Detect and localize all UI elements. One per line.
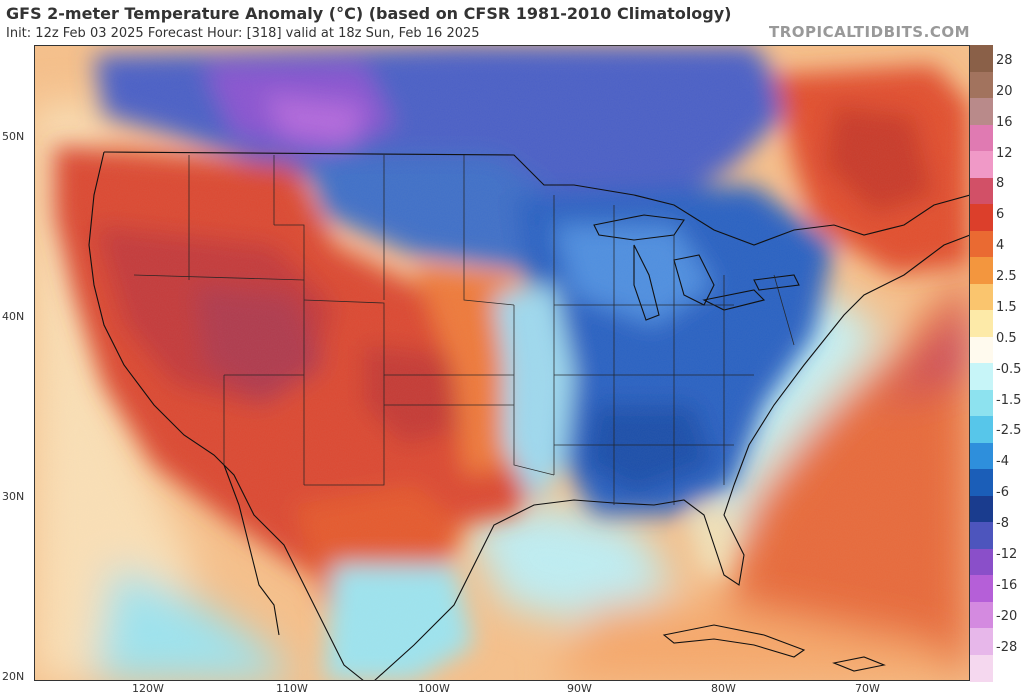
- lon-label-100w: 100W: [418, 682, 450, 695]
- colorbar-label: 20: [996, 83, 1013, 99]
- colorbar-label: -8: [996, 516, 1009, 532]
- lat-label-30n: 30N: [2, 490, 25, 503]
- colorbar-swatch: [970, 628, 993, 656]
- colorbar-label: -12: [996, 546, 1018, 562]
- watermark-logo: TROPICALTIDBITS.COM: [769, 23, 970, 41]
- colorbar-swatch: [970, 495, 993, 523]
- colorbar-label: 8: [996, 176, 1005, 192]
- colorbar-swatch: [970, 654, 993, 682]
- colorbar-swatch: [970, 389, 993, 417]
- boundary-lines: [88, 151, 970, 681]
- colorbar-swatch: [970, 601, 993, 629]
- colorbar-legend: 28 20 16 12 8 6 4 2.5 1.5 0.5 -0.5 -1.5 -2.5 -4 -6 -8 -1…: [970, 45, 1024, 682]
- colorbar-swatch: [970, 416, 993, 444]
- lon-label-110w: 110W: [276, 682, 308, 695]
- colorbar-swatch: [970, 283, 993, 311]
- colorbar-swatch: [970, 124, 993, 152]
- colorbar-label: -4: [996, 454, 1009, 470]
- colorbar-label: 0.5: [996, 330, 1017, 346]
- lat-label-50n: 50N: [2, 130, 25, 143]
- colorbar-label: -20: [996, 608, 1018, 624]
- colorbar-label: 16: [996, 114, 1013, 130]
- lon-label-120w: 120W: [132, 682, 164, 695]
- colorbar-swatch: [970, 336, 993, 364]
- colorbar-label: 1.5: [996, 299, 1017, 315]
- lat-label-20n: 20N: [2, 670, 25, 683]
- colorbar-label: -2.5: [996, 423, 1022, 439]
- colorbar-swatch: [970, 204, 993, 232]
- colorbar-label: 12: [996, 145, 1013, 161]
- colorbar-swatch: [970, 469, 993, 497]
- anomaly-map: [34, 45, 970, 681]
- colorbar-label: 2.5: [996, 269, 1017, 285]
- colorbar-label: 6: [996, 207, 1005, 223]
- colorbar-label: -0.5: [996, 361, 1022, 377]
- colorbar-swatch: [970, 575, 993, 603]
- colorbar-label: -16: [996, 577, 1018, 593]
- colorbar-label: -28: [996, 639, 1018, 655]
- colorbar-swatch: [970, 230, 993, 258]
- colorbar-swatch: [970, 45, 993, 73]
- colorbar-swatch: [970, 257, 993, 285]
- lat-label-40n: 40N: [2, 310, 25, 323]
- colorbar-label: -1.5: [996, 392, 1022, 408]
- lon-label-70w: 70W: [855, 682, 880, 695]
- chart-title: GFS 2-meter Temperature Anomaly (°C) (ba…: [6, 4, 732, 23]
- colorbar-swatch: [970, 363, 993, 391]
- colorbar-swatch: [970, 310, 993, 338]
- colorbar-swatch: [970, 177, 993, 205]
- chart-subtitle: Init: 12z Feb 03 2025 Forecast Hour: [31…: [6, 26, 480, 41]
- colorbar-swatch: [970, 151, 993, 179]
- lon-label-80w: 80W: [711, 682, 736, 695]
- colorbar-swatch: [970, 98, 993, 126]
- colorbar-swatch: [970, 522, 993, 550]
- colorbar-swatch: [970, 71, 993, 99]
- colorbar-swatch: [970, 442, 993, 470]
- lon-label-90w: 90W: [567, 682, 592, 695]
- colorbar-label: 28: [996, 53, 1013, 68]
- colorbar-label: -6: [996, 485, 1009, 501]
- colorbar-label: 4: [996, 238, 1005, 254]
- colorbar-swatch: [970, 548, 993, 576]
